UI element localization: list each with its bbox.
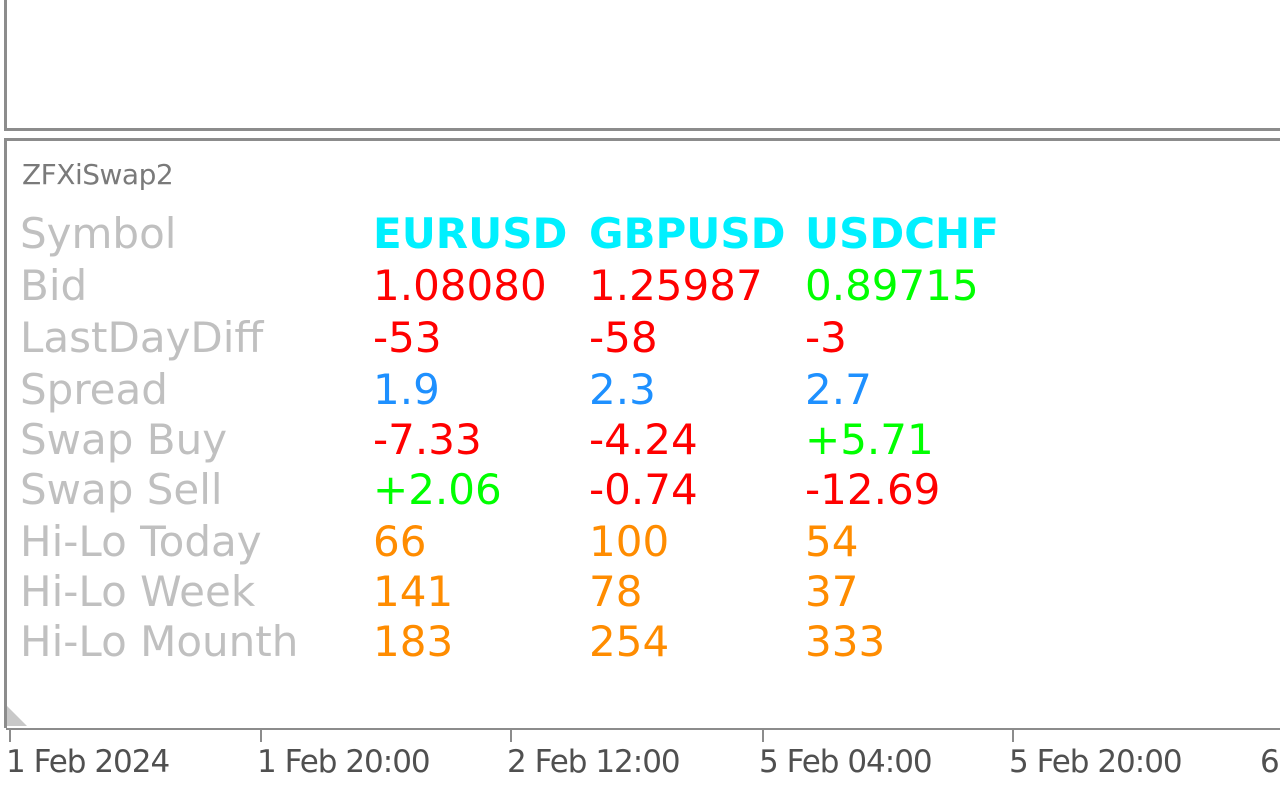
row-label: Spread	[20, 365, 168, 414]
hilo-today-value: 66	[373, 517, 427, 566]
axis-tick	[9, 728, 11, 742]
hilo-month-value: 254	[589, 617, 670, 666]
hilo-today-row: Hi-Lo Today 66 100 54	[0, 516, 1280, 568]
axis-line	[6, 728, 1280, 730]
time-axis[interactable]: 1 Feb 2024 1 Feb 20:00 2 Feb 12:00 5 Feb…	[0, 728, 1280, 800]
symbol-header-row: Symbol EURUSD GBPUSD USDCHF	[0, 208, 1280, 260]
swap-buy-value: -4.24	[589, 415, 698, 464]
hilo-week-value: 141	[373, 567, 454, 616]
hilo-month-value: 183	[373, 617, 454, 666]
time-label: 2 Feb 12:00	[507, 744, 681, 780]
axis-tick	[762, 728, 764, 742]
swap-sell-value: +2.06	[373, 465, 502, 514]
axis-tick	[260, 728, 262, 742]
spread-value: 1.9	[373, 365, 440, 414]
symbol-gbpusd: GBPUSD	[589, 209, 786, 258]
bid-value: 0.89715	[805, 261, 979, 310]
swap-sell-value: -12.69	[805, 465, 941, 514]
row-label: Hi-Lo Mounth	[20, 617, 299, 666]
time-label: 1 Feb 20:00	[257, 744, 431, 780]
row-label: Hi-Lo Week	[20, 567, 256, 616]
symbol-usdchf: USDCHF	[805, 209, 999, 258]
lastdaydiff-value: -53	[373, 313, 442, 362]
swap-buy-value: +5.71	[805, 415, 934, 464]
hilo-week-value: 78	[589, 567, 643, 616]
row-label: Bid	[20, 261, 88, 310]
swap-sell-value: -0.74	[589, 465, 698, 514]
lastdaydiff-value: -58	[589, 313, 658, 362]
axis-tick	[510, 728, 512, 742]
hilo-month-row: Hi-Lo Mounth 183 254 333	[0, 616, 1280, 668]
row-label: Symbol	[20, 209, 177, 258]
bid-value: 1.25987	[589, 261, 763, 310]
row-label: Hi-Lo Today	[20, 517, 262, 566]
time-label: 5 Feb 04:00	[759, 744, 933, 780]
swap-buy-value: -7.33	[373, 415, 482, 464]
indicator-subwindow[interactable]	[4, 138, 1280, 728]
axis-tick	[1012, 728, 1014, 742]
spread-row: Spread 1.9 2.3 2.7	[0, 364, 1280, 416]
indicator-title: ZFXiSwap2	[22, 158, 174, 191]
resize-corner-icon	[7, 706, 27, 726]
swap-sell-row: Swap Sell +2.06 -0.74 -12.69	[0, 464, 1280, 516]
row-label: Swap Sell	[20, 465, 223, 514]
spread-value: 2.7	[805, 365, 872, 414]
time-label: 1 Feb 2024	[6, 744, 170, 780]
bid-row: Bid 1.08080 1.25987 0.89715	[0, 260, 1280, 312]
hilo-month-value: 333	[805, 617, 886, 666]
time-label: 5 Feb 20:00	[1009, 744, 1183, 780]
hilo-week-row: Hi-Lo Week 141 78 37	[0, 566, 1280, 618]
symbol-eurusd: EURUSD	[373, 209, 568, 258]
spread-value: 2.3	[589, 365, 656, 414]
hilo-today-value: 100	[589, 517, 670, 566]
lastdaydiff-value: -3	[805, 313, 847, 362]
swap-buy-row: Swap Buy -7.33 -4.24 +5.71	[0, 414, 1280, 466]
row-label: Swap Buy	[20, 415, 228, 464]
time-label: 6	[1260, 744, 1280, 780]
main-chart-pane[interactable]	[4, 0, 1280, 131]
row-label: LastDayDiff	[20, 313, 264, 362]
hilo-today-value: 54	[805, 517, 859, 566]
bid-value: 1.08080	[373, 261, 547, 310]
hilo-week-value: 37	[805, 567, 859, 616]
lastdaydiff-row: LastDayDiff -53 -58 -3	[0, 312, 1280, 364]
